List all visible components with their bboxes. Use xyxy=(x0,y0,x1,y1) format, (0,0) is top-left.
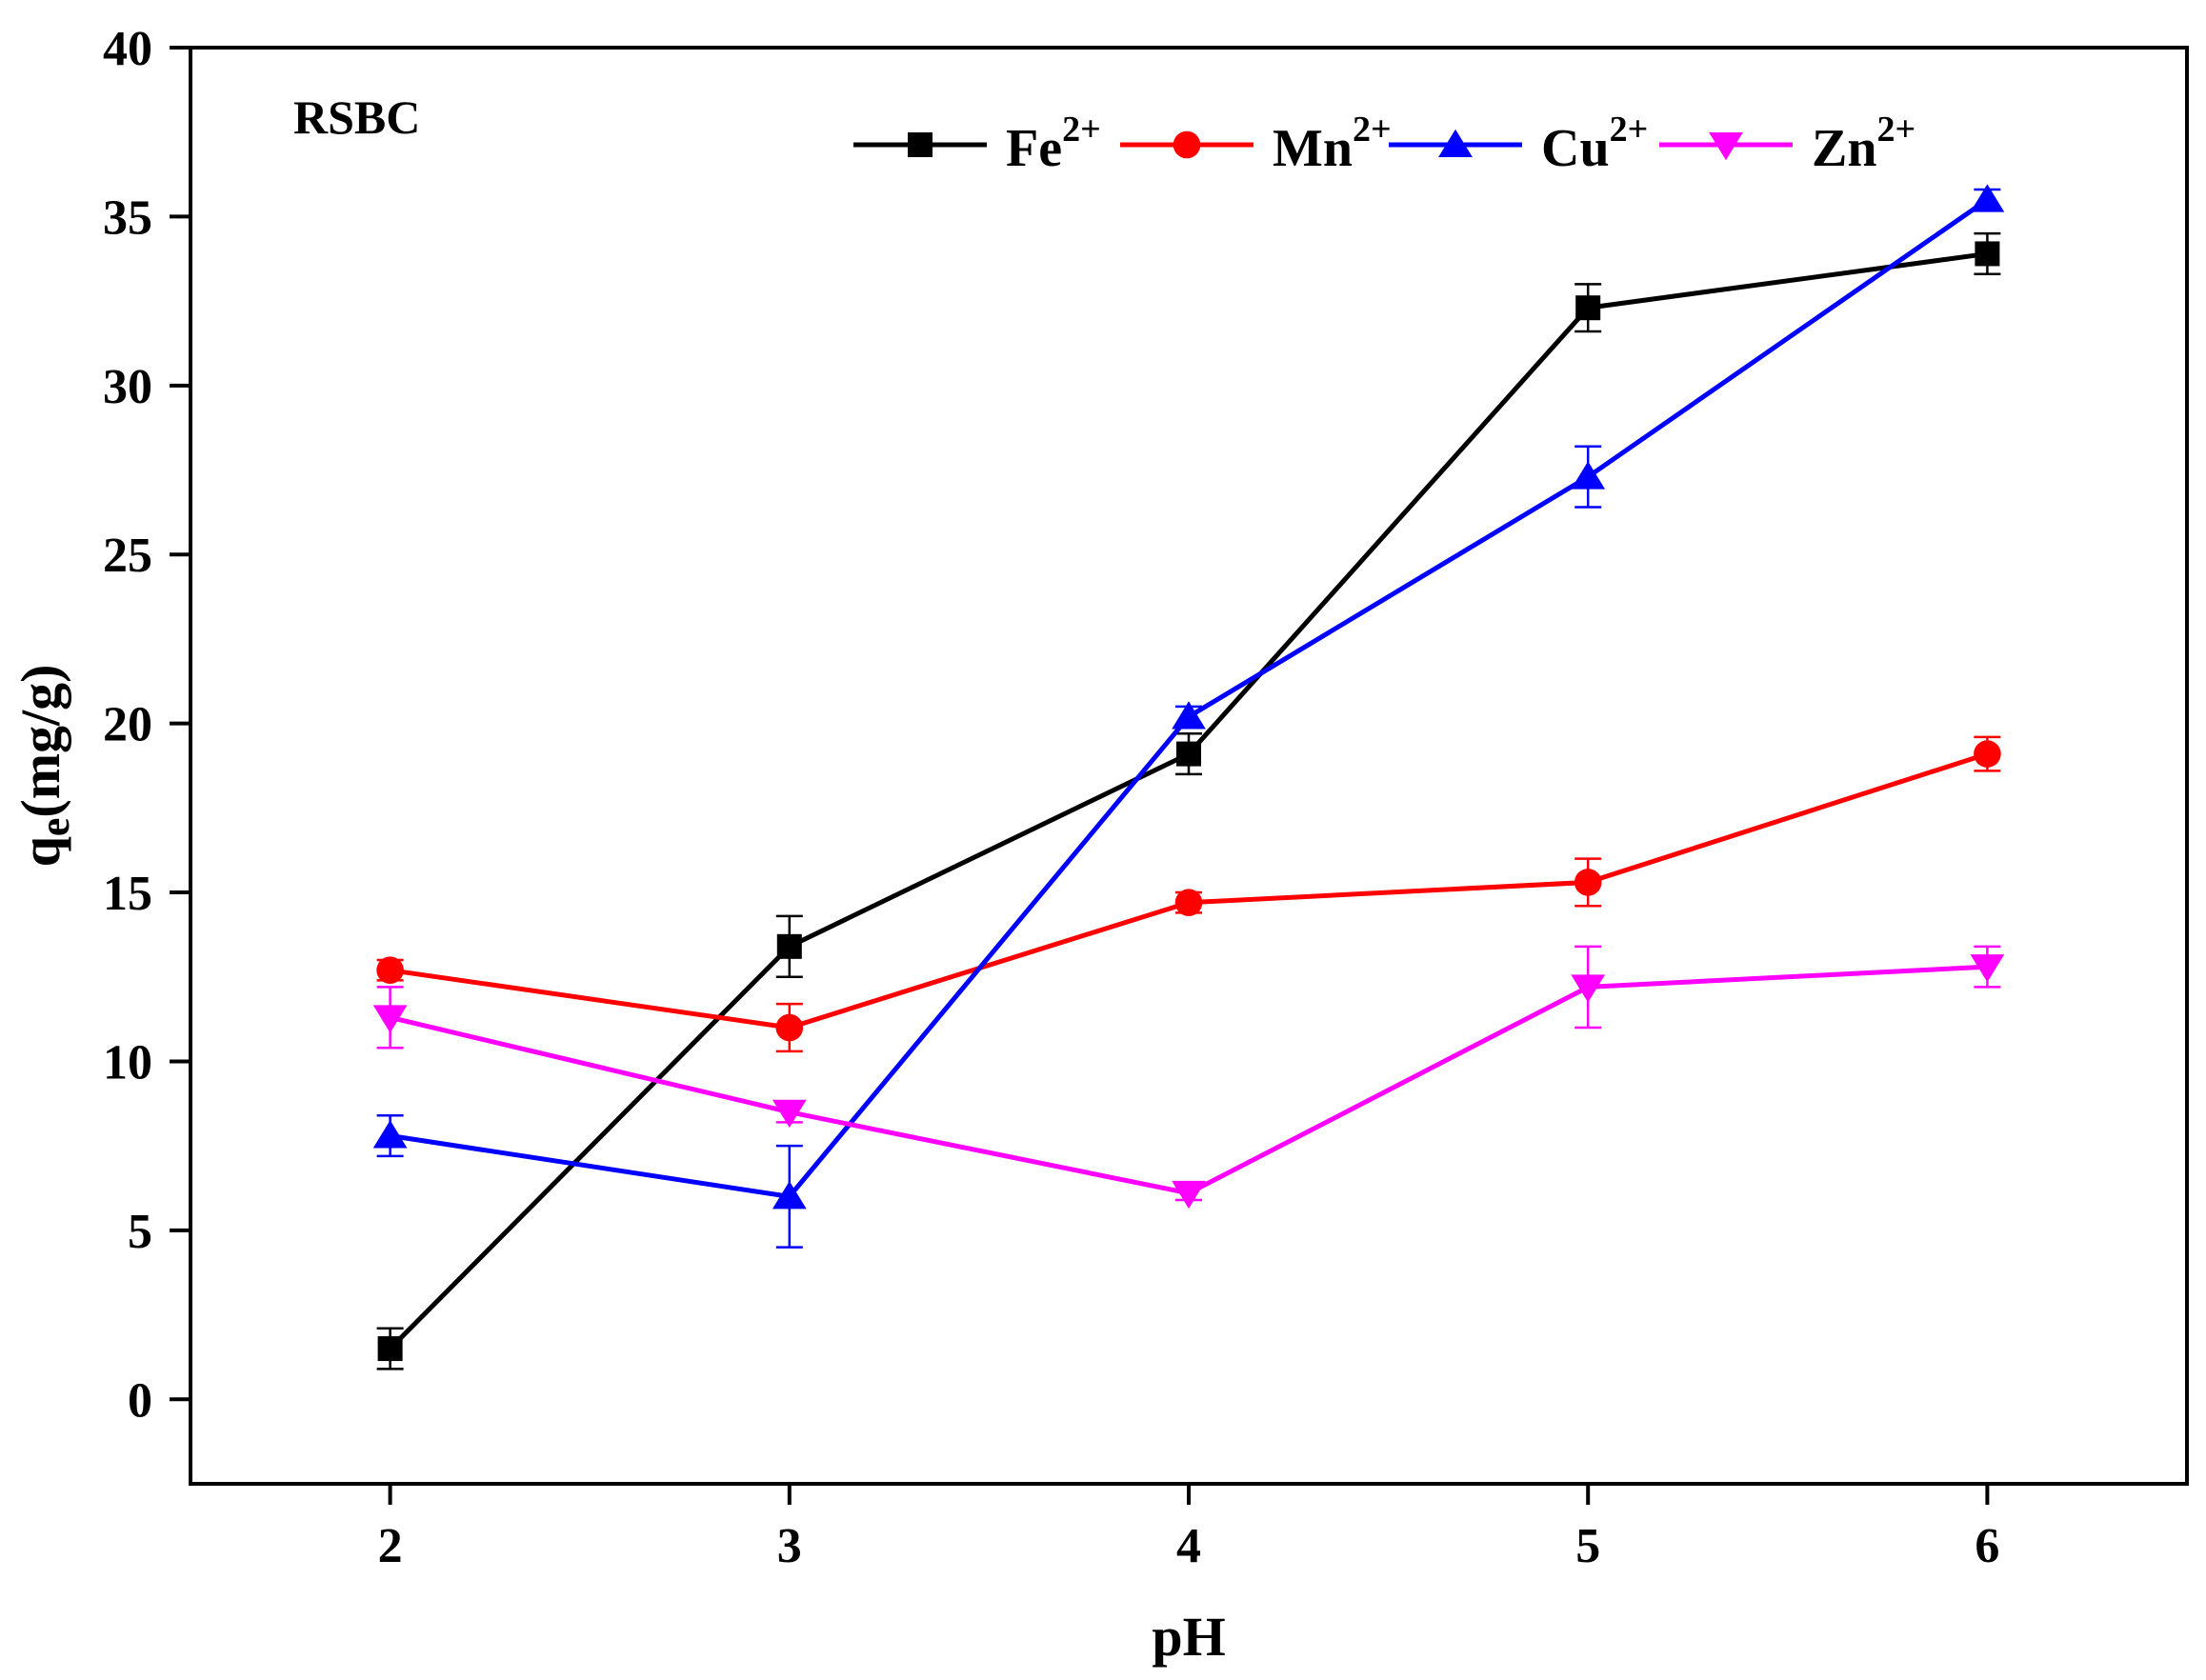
series-cu xyxy=(372,184,2005,1249)
legend-marker-zn xyxy=(1709,132,1743,161)
y-tick-label: 25 xyxy=(103,529,152,583)
y-axis-label: qe(mg/g) xyxy=(10,665,78,868)
data-point-mn xyxy=(775,1013,804,1042)
legend-item-cu: Cu2+ xyxy=(1389,110,1648,178)
legend-charge: 2+ xyxy=(1877,110,1916,150)
y-axis-label-unit: (mg/g) xyxy=(10,665,71,818)
plot-frame xyxy=(189,46,2189,1486)
data-point-mn xyxy=(376,956,404,984)
y-axis-label-sub: e xyxy=(31,818,78,837)
y-tick-label: 20 xyxy=(103,698,152,752)
data-point-fe xyxy=(776,933,802,959)
legend-name: Zn xyxy=(1812,119,1877,178)
legend-charge: 2+ xyxy=(1610,110,1649,150)
legend: Fe2+ Mn2+ Cu2+ Zn2+ xyxy=(853,110,1915,178)
data-point-zn xyxy=(1571,974,1606,1003)
legend-item-mn: Mn2+ xyxy=(1120,110,1392,178)
data-point-cu xyxy=(1970,184,2005,212)
data-point-mn xyxy=(1974,740,2001,768)
y-tick-label: 0 xyxy=(128,1373,152,1428)
y-axis-label-main: q xyxy=(10,836,71,867)
legend-charge: 2+ xyxy=(1353,110,1392,150)
legend-marker-fe xyxy=(908,132,933,157)
y-tick-label: 40 xyxy=(103,22,152,76)
data-point-zn xyxy=(1172,1180,1206,1210)
legend-name: Mn xyxy=(1273,119,1353,178)
data-point-cu xyxy=(772,1181,807,1210)
x-tick-label: 6 xyxy=(1975,1519,1999,1573)
series-mn xyxy=(376,735,2001,1053)
x-axis-label: pH xyxy=(1152,1606,1225,1668)
data-point-zn xyxy=(772,1099,807,1128)
x-tick-label: 5 xyxy=(1575,1519,1600,1573)
legend-name: Cu xyxy=(1541,119,1610,178)
data-point-cu xyxy=(1172,701,1206,730)
y-tick-label: 15 xyxy=(103,867,152,921)
y-tick-label: 30 xyxy=(103,360,152,414)
series-zn xyxy=(372,945,2005,1210)
y-tick-label: 35 xyxy=(103,190,152,245)
legend-marker-cu xyxy=(1438,129,1473,157)
data-point-mn xyxy=(1574,869,1602,896)
legend-charge: 2+ xyxy=(1062,110,1101,150)
x-tick-label: 3 xyxy=(777,1519,802,1573)
x-tick-label: 2 xyxy=(378,1519,403,1573)
data-point-cu xyxy=(1571,461,1606,490)
legend-marker-mn xyxy=(1173,130,1201,159)
data-point-cu xyxy=(372,1120,408,1149)
legend-label-mn: Mn2+ xyxy=(1273,110,1392,178)
legend-item-zn: Zn2+ xyxy=(1659,110,1915,178)
axes-layer: 2 3 4 5 6 0 5 10 15 20 25 30 35 40 xyxy=(103,22,1999,1573)
panel-label: RSBC xyxy=(293,90,420,144)
data-point-fe xyxy=(1575,295,1601,321)
x-tick-label: 4 xyxy=(1176,1519,1201,1573)
data-point-zn xyxy=(372,1005,408,1033)
data-point-zn xyxy=(1970,954,2005,983)
data-point-fe xyxy=(377,1336,403,1362)
legend-name: Fe xyxy=(1006,119,1062,178)
data-point-mn xyxy=(1174,889,1203,917)
data-point-fe xyxy=(1176,741,1201,767)
data-point-fe xyxy=(1975,241,2000,267)
y-tick-label: 10 xyxy=(103,1035,152,1090)
series-layer xyxy=(372,184,2005,1370)
legend-item-fe: Fe2+ xyxy=(853,110,1101,178)
legend-label-cu: Cu2+ xyxy=(1541,110,1648,178)
legend-label-fe: Fe2+ xyxy=(1006,110,1101,178)
legend-label-zn: Zn2+ xyxy=(1812,110,1915,178)
y-tick-label: 5 xyxy=(128,1205,152,1259)
